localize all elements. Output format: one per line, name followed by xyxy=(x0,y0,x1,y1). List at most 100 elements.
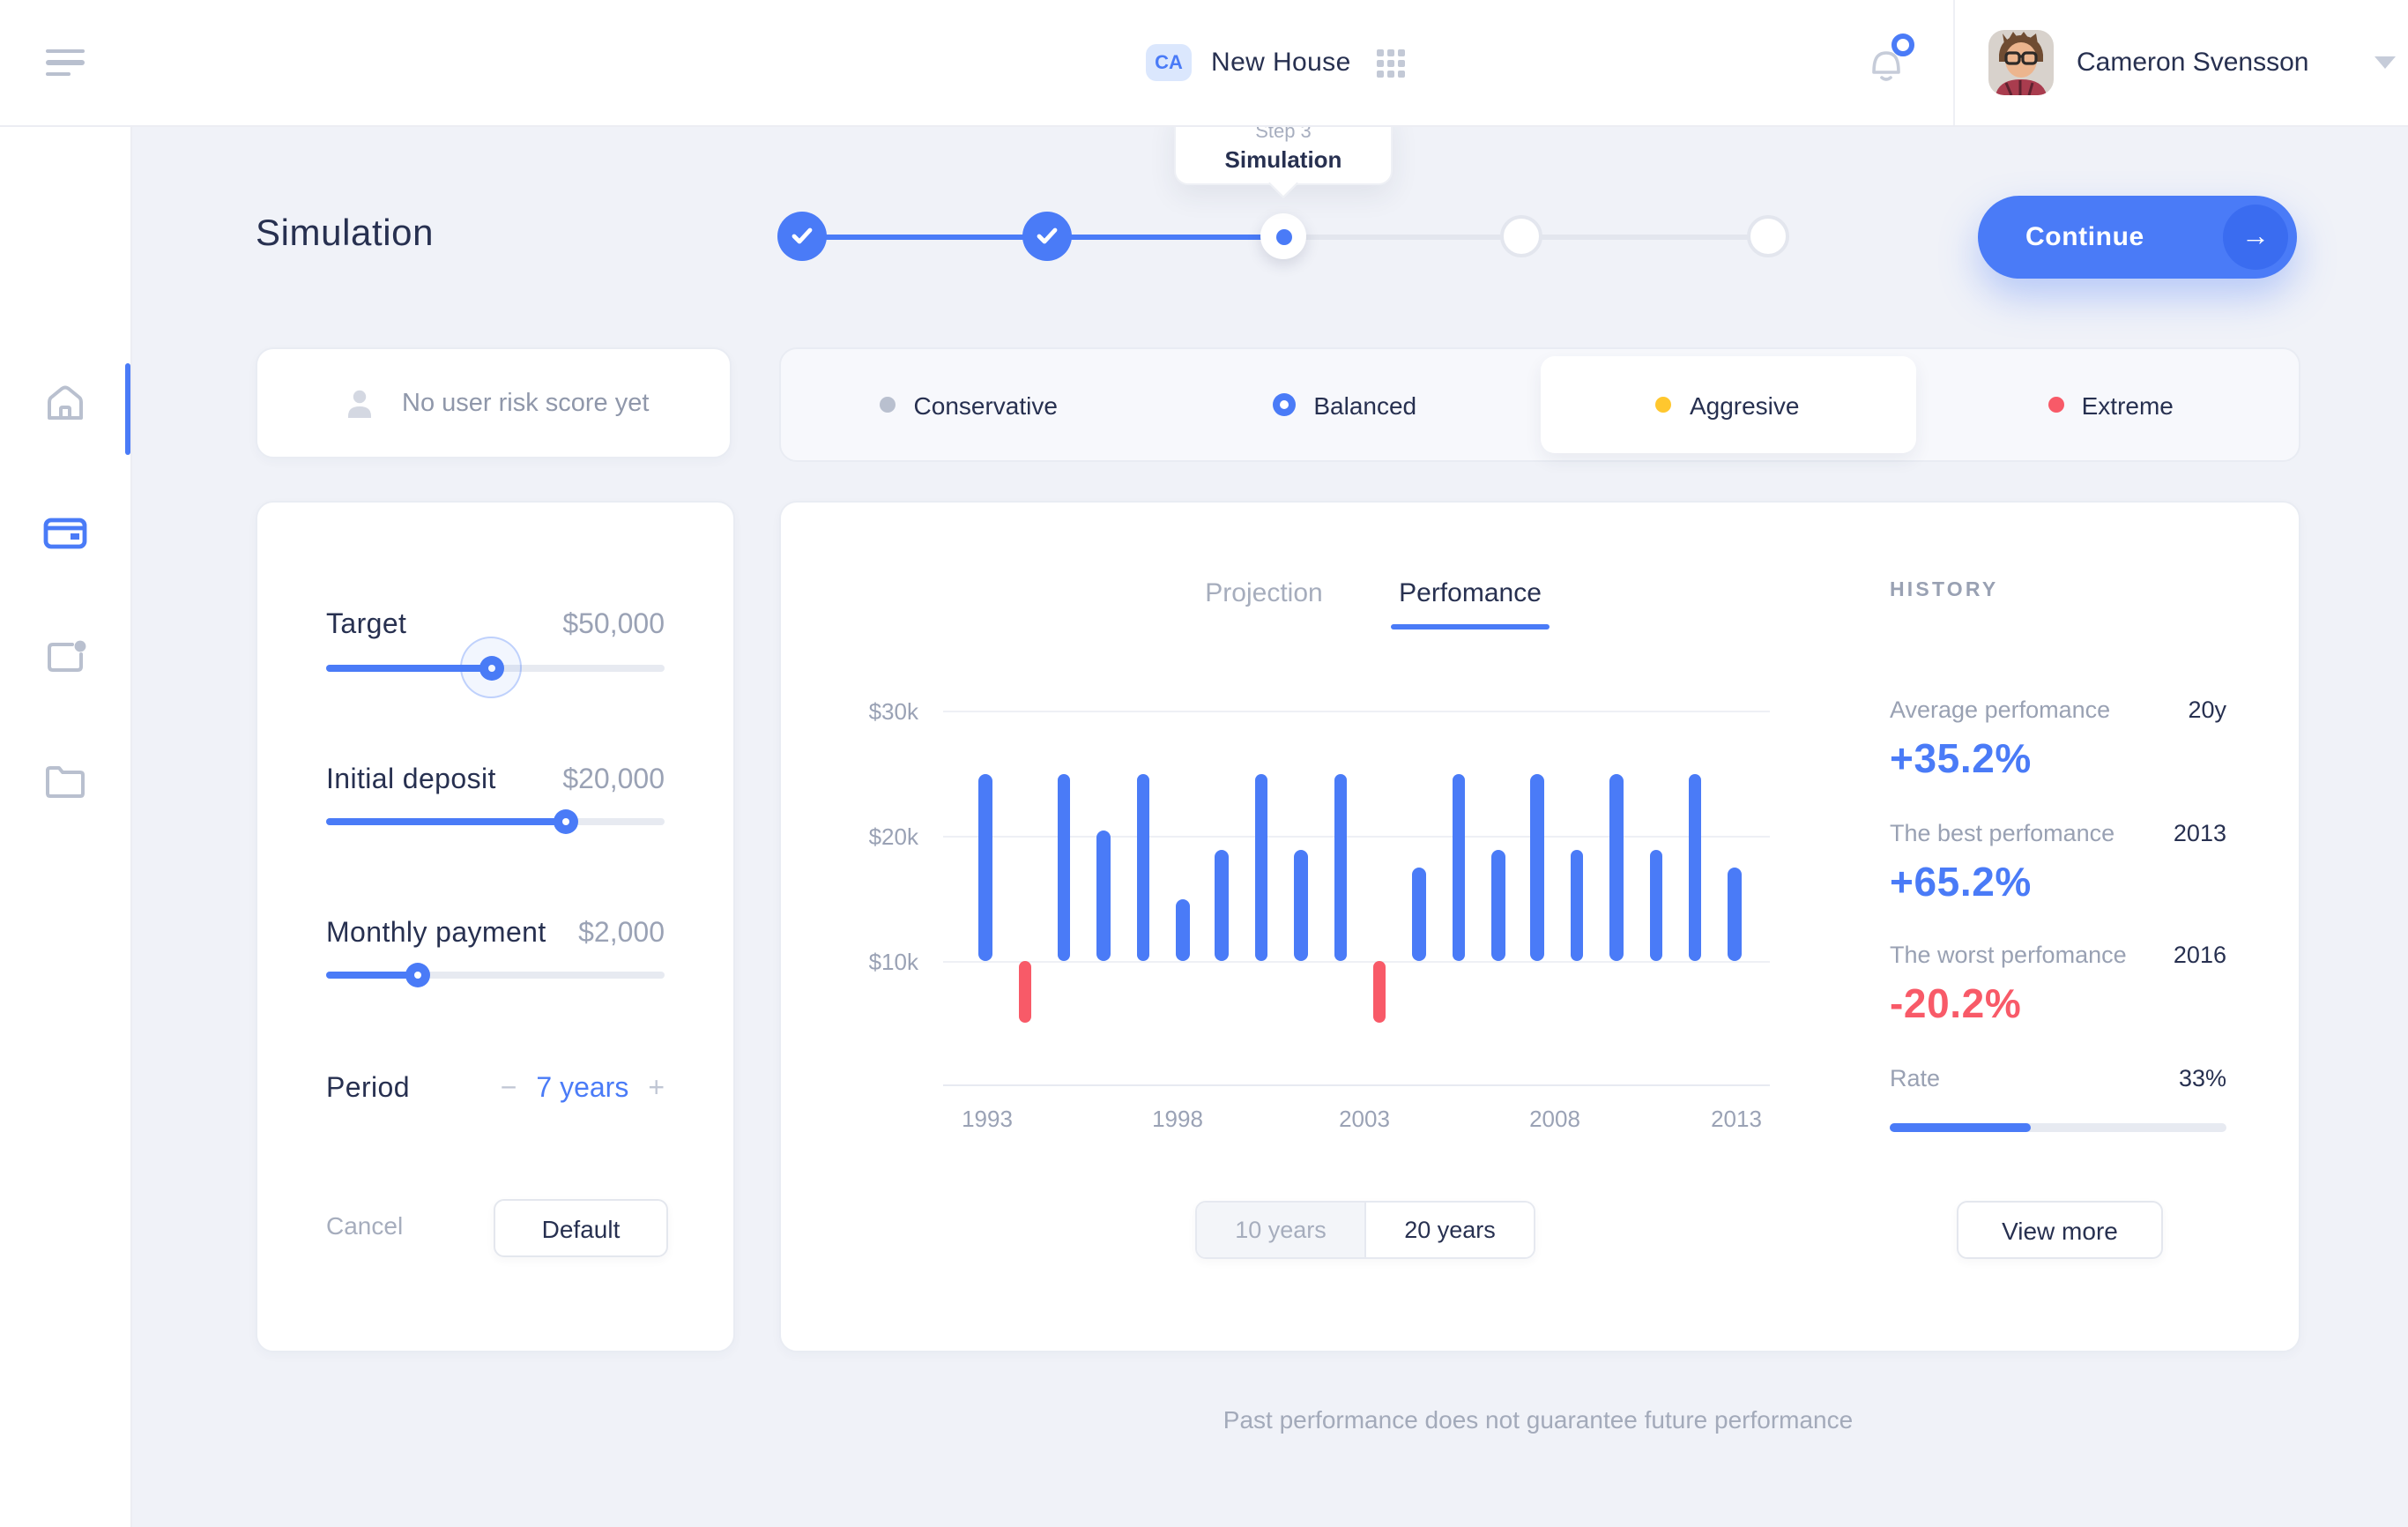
step-5-todo[interactable] xyxy=(1747,215,1789,257)
step-1-done[interactable] xyxy=(777,212,827,261)
bar-14 xyxy=(1530,774,1544,961)
footer-disclaimer: Past performance does not guarantee futu… xyxy=(1223,1405,1854,1434)
continue-label: Continue xyxy=(2025,222,2144,252)
initial-deposit-slider[interactable] xyxy=(326,809,665,834)
bar-10 xyxy=(1372,961,1386,1024)
sidebar-active-indicator xyxy=(125,363,130,455)
target-slider[interactable] xyxy=(326,637,665,698)
target-value: $50,000 xyxy=(562,610,665,640)
user-profile-menu[interactable]: Cameron Svensson xyxy=(1988,0,2396,125)
x-tick-1993: 1993 xyxy=(962,1106,1013,1132)
risk-option-label: Extreme xyxy=(2081,391,2174,419)
toggle-10-years[interactable]: 10 years xyxy=(1197,1203,1366,1257)
period-stepper: − 7 years + xyxy=(501,1074,665,1106)
active-tab-underline xyxy=(1391,624,1550,629)
performance-chart-card: Projection Perfomance $30k $20k $10k 199… xyxy=(779,501,2300,1352)
bar-7 xyxy=(1254,774,1268,961)
device-icon xyxy=(47,640,85,672)
period-increase-button[interactable]: + xyxy=(648,1074,665,1104)
apps-grid-icon[interactable] xyxy=(1377,48,1406,77)
bar-8 xyxy=(1294,849,1308,961)
tab-perfomance[interactable]: Perfomance xyxy=(1399,578,1542,608)
hamburger-menu-icon[interactable] xyxy=(0,0,130,125)
period-decrease-button[interactable]: − xyxy=(500,1074,517,1104)
top-bar: CA New House xyxy=(0,0,2408,127)
bar-1 xyxy=(1018,961,1032,1024)
step-2-done[interactable] xyxy=(1022,212,1072,261)
risk-option-label: Aggresive xyxy=(1689,391,1800,419)
x-tick-2003: 2003 xyxy=(1339,1106,1390,1132)
notification-bell-icon[interactable] xyxy=(1847,0,1925,125)
page-title: Simulation xyxy=(256,213,435,254)
gridline-20k xyxy=(943,836,1770,838)
check-icon xyxy=(792,227,813,244)
bar-chart-plot: $30k $20k $10k 1993 1998 2003 2008 2013 xyxy=(869,698,1770,1151)
worst-performance-meta: 2016 xyxy=(2173,942,2226,968)
home-icon xyxy=(48,385,83,420)
bar-15 xyxy=(1570,849,1584,961)
view-more-button[interactable]: View more xyxy=(1957,1201,2163,1259)
notification-badge xyxy=(1891,34,1914,56)
risk-option-extreme[interactable]: Extreme xyxy=(1923,349,2300,460)
target-slider-thumb[interactable] xyxy=(460,637,523,698)
bar-18 xyxy=(1688,774,1702,961)
tooltip-arrow xyxy=(1268,168,1298,198)
range-toggle: 10 years 20 years xyxy=(1195,1201,1535,1259)
worst-performance-value: -20.2% xyxy=(1890,980,2022,1026)
initial-deposit-slider-thumb[interactable] xyxy=(554,809,579,834)
initial-deposit-value: $20,000 xyxy=(562,765,665,795)
avg-performance-label: Average perfomance xyxy=(1890,696,2111,723)
initial-deposit-label: Initial deposit xyxy=(326,765,496,795)
default-button[interactable]: Default xyxy=(494,1199,668,1257)
sidebar-item-documents[interactable] xyxy=(0,755,130,808)
workspace-badge: CA xyxy=(1146,44,1192,81)
x-tick-2008: 2008 xyxy=(1529,1106,1580,1132)
bar-19 xyxy=(1728,868,1742,961)
risk-score-card: No user risk score yet xyxy=(256,347,732,458)
risk-option-conservative[interactable]: Conservative xyxy=(781,349,1157,460)
y-tick-30k: $30k xyxy=(868,698,918,725)
bar-17 xyxy=(1649,849,1663,961)
bar-3 xyxy=(1096,830,1111,961)
monthly-payment-label: Monthly payment xyxy=(326,919,546,949)
sidebar-item-portfolio[interactable] xyxy=(0,506,130,559)
conservative-dot-icon xyxy=(880,397,896,413)
chevron-down-icon[interactable] xyxy=(2374,56,2396,69)
cancel-button[interactable]: Cancel xyxy=(326,1211,404,1240)
sidebar-item-devices[interactable] xyxy=(0,631,130,684)
bar-4 xyxy=(1136,774,1150,961)
avatar xyxy=(1988,30,2054,95)
risk-option-aggresive[interactable]: Aggresive xyxy=(1540,356,1916,453)
x-axis-line xyxy=(943,1084,1770,1086)
extreme-dot-icon xyxy=(2048,397,2064,413)
step-3-active[interactable] xyxy=(1260,213,1306,259)
best-performance-label: The best perfomance xyxy=(1890,820,2115,846)
worst-performance-label: The worst perfomance xyxy=(1890,942,2127,968)
user-name: Cameron Svensson xyxy=(2077,48,2309,78)
risk-option-balanced[interactable]: Balanced xyxy=(1157,349,1534,460)
step-4-todo[interactable] xyxy=(1500,215,1542,257)
bar-0 xyxy=(978,774,992,961)
toggle-20-years[interactable]: 20 years xyxy=(1366,1203,1534,1257)
avg-performance-value: +35.2% xyxy=(1890,735,2032,781)
monthly-payment-slider[interactable] xyxy=(326,963,665,987)
wallet-icon xyxy=(42,518,86,549)
step-tooltip-label: Simulation xyxy=(1224,145,1342,172)
sidebar-item-home[interactable] xyxy=(0,377,130,430)
bar-12 xyxy=(1452,774,1466,961)
risk-profile-selector: Conservative Balanced Aggresive Extreme xyxy=(779,347,2300,462)
continue-button[interactable]: Continue → xyxy=(1978,196,2297,279)
bar-16 xyxy=(1609,774,1624,961)
history-panel: HISTORY Average perfomance 20y +35.2% Th… xyxy=(1890,503,2226,1351)
period-label: Period xyxy=(326,1074,410,1104)
monthly-payment-slider-thumb[interactable] xyxy=(405,963,430,987)
tab-projection[interactable]: Projection xyxy=(1205,578,1323,608)
folder-icon xyxy=(46,766,85,798)
avg-performance-meta: 20y xyxy=(2188,696,2226,723)
simulation-settings-card: Target $50,000 Initial deposit $20,000 M… xyxy=(256,501,735,1352)
rate-progress-bar xyxy=(1890,1123,2226,1132)
topbar-divider xyxy=(1953,0,1955,125)
gridline-30k xyxy=(943,711,1770,712)
arrow-right-icon: → xyxy=(2223,205,2288,270)
